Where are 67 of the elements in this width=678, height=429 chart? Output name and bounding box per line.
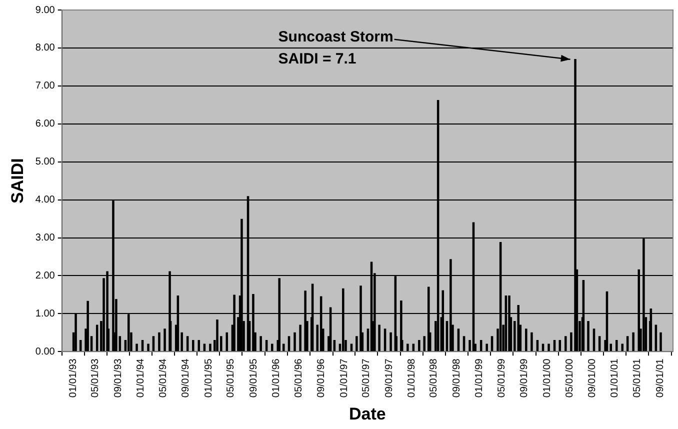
bar	[299, 324, 302, 352]
bar	[615, 340, 618, 352]
x-tick-label: 05/01/95	[226, 358, 237, 398]
x-tick-label: 09/01/99	[519, 358, 530, 398]
y-tick-label: 6.00	[35, 118, 56, 130]
bar	[632, 332, 634, 352]
x-tick-label: 01/01/00	[542, 358, 553, 398]
annotation: Suncoast Storm SAIDI = 7.1	[278, 28, 394, 68]
x-tick-label: 01/01/97	[338, 358, 350, 398]
x-tick-label: 05/01/98	[428, 358, 440, 398]
bar	[216, 319, 218, 352]
x-tick-label: 09/01/01	[654, 358, 666, 398]
x-tick-label: 05/01/99	[496, 358, 508, 398]
bar	[294, 332, 296, 352]
bar	[418, 340, 420, 352]
bar	[621, 344, 624, 352]
x-tick-label: 01/01/95	[203, 358, 214, 398]
y-tick-label: 0.00	[35, 346, 56, 358]
y-tick-label: 5.00	[35, 156, 56, 168]
x-tick-label: 01/01/99	[474, 358, 486, 398]
x-tick-label: 09/01/95	[248, 358, 260, 398]
x-tick-label: 01/01/93	[68, 358, 79, 398]
bar	[209, 344, 212, 352]
x-tick-label: 09/01/93	[112, 358, 124, 398]
x-tick-label: 05/01/94	[158, 358, 169, 398]
y-tick-label: 2.00	[35, 270, 56, 282]
x-tick-label: 09/01/00	[587, 358, 598, 398]
bar	[406, 344, 409, 352]
bar	[158, 332, 160, 352]
y-tick-label: 8.00	[35, 42, 56, 54]
bar	[260, 336, 262, 352]
bar	[164, 328, 166, 352]
x-tick-label: 05/01/96	[293, 358, 304, 398]
y-tick-label: 9.00	[35, 4, 56, 16]
bar	[548, 344, 550, 352]
bar	[378, 324, 380, 352]
bar	[147, 344, 150, 352]
bar	[271, 344, 274, 352]
x-tick-label: 09/01/97	[384, 358, 395, 398]
x-tick-label: 05/01/97	[361, 358, 372, 398]
x-tick-label: 05/01/01	[632, 358, 643, 398]
bar	[282, 344, 285, 352]
y-tick-label: 1.00	[35, 308, 56, 320]
x-axis-title: Date	[349, 404, 386, 424]
x-tick-label: 01/01/98	[406, 358, 418, 398]
bar	[136, 344, 138, 352]
x-tick-label: 01/01/94	[136, 358, 147, 398]
x-tick-label: 09/01/96	[316, 358, 328, 398]
y-tick-label: 3.00	[35, 232, 56, 244]
bar	[564, 336, 567, 352]
bar	[530, 332, 533, 352]
y-tick-label: 4.00	[35, 194, 56, 206]
y-tick-label: 7.00	[35, 80, 56, 92]
bar	[660, 332, 662, 352]
x-tick-label: 01/01/96	[270, 358, 282, 398]
bar	[486, 344, 488, 352]
bar	[525, 328, 528, 352]
bar	[423, 336, 426, 352]
x-tick-label: 01/01/01	[610, 358, 621, 398]
x-tick-label: 09/01/98	[452, 358, 463, 398]
x-tick-label: 09/01/94	[180, 358, 192, 398]
x-tick-label: 05/01/93	[90, 358, 102, 398]
bar	[390, 332, 392, 352]
bar	[587, 320, 590, 352]
y-axis-title: SAIDI	[8, 158, 27, 204]
bar	[192, 340, 194, 352]
x-tick-label: 05/01/00	[564, 358, 576, 398]
